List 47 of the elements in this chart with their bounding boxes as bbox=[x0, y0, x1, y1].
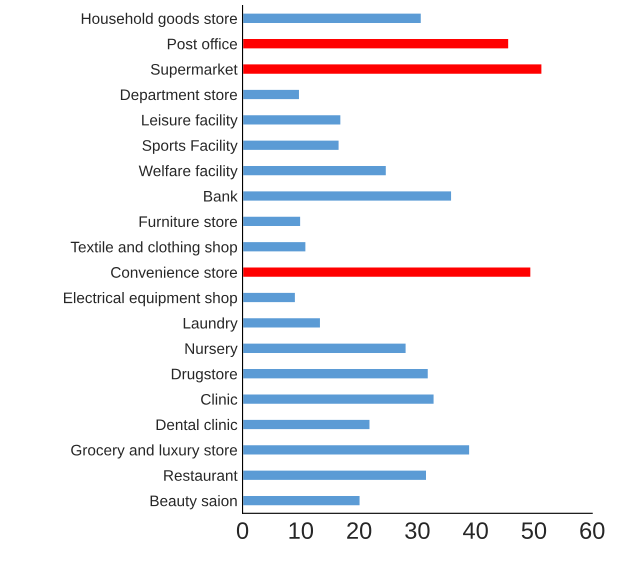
y-tick-label: Convenience store bbox=[111, 266, 238, 278]
x-tick-label: 50 bbox=[522, 522, 546, 539]
bar bbox=[242, 418, 371, 430]
bar bbox=[242, 63, 543, 76]
y-tick-label: Electrical equipment shop bbox=[64, 292, 238, 306]
bar bbox=[242, 215, 302, 228]
y-tick-label: Sports Facility bbox=[142, 140, 238, 154]
y-tick-label: Department store bbox=[120, 89, 238, 104]
bar bbox=[242, 38, 510, 50]
bar bbox=[242, 444, 471, 456]
bar bbox=[242, 368, 430, 380]
bar bbox=[242, 393, 435, 406]
y-tick-label: Bank bbox=[204, 190, 238, 202]
bar bbox=[242, 316, 322, 329]
y-tick-label: Dental clinic bbox=[156, 418, 238, 430]
y-tick-label: Furniture store bbox=[140, 216, 238, 228]
bar bbox=[242, 139, 340, 152]
x-tick-label: 40 bbox=[463, 522, 488, 539]
y-tick-label: Grocery and luxury store bbox=[71, 444, 238, 459]
y-tick-label: Leisure facility bbox=[142, 114, 238, 129]
x-tick-label: 60 bbox=[580, 522, 604, 539]
bar bbox=[242, 190, 452, 202]
bar bbox=[242, 266, 532, 278]
y-tick-label: Laundry bbox=[184, 317, 238, 332]
y-tick-label: Nursery bbox=[185, 343, 238, 358]
bar bbox=[242, 342, 407, 354]
y-tick-label: Restaurant bbox=[164, 470, 238, 481]
bar bbox=[242, 164, 388, 177]
y-tick-label: Supermarket bbox=[150, 64, 238, 78]
bar bbox=[242, 88, 300, 100]
bar bbox=[242, 114, 342, 126]
y-tick-label: Drugstore bbox=[172, 368, 238, 382]
x-tick-label: 20 bbox=[347, 522, 372, 539]
bar bbox=[242, 292, 296, 304]
y-tick-label: Textile and clothing shop bbox=[70, 241, 238, 256]
bar bbox=[242, 240, 307, 253]
bar bbox=[242, 494, 361, 507]
bar bbox=[242, 469, 428, 482]
y-tick-label: Beauty saion bbox=[150, 495, 237, 510]
y-tick-label: Clinic bbox=[201, 394, 238, 405]
y-tick-label: Post office bbox=[168, 38, 238, 50]
y-tick-label: Welfare facility bbox=[138, 165, 238, 180]
x-tick-label: 10 bbox=[289, 522, 314, 539]
x-tick-label: 0 bbox=[236, 522, 248, 539]
bar bbox=[242, 12, 422, 24]
x-tick-label: 30 bbox=[405, 522, 430, 539]
y-tick-label: Household goods store bbox=[82, 12, 238, 28]
